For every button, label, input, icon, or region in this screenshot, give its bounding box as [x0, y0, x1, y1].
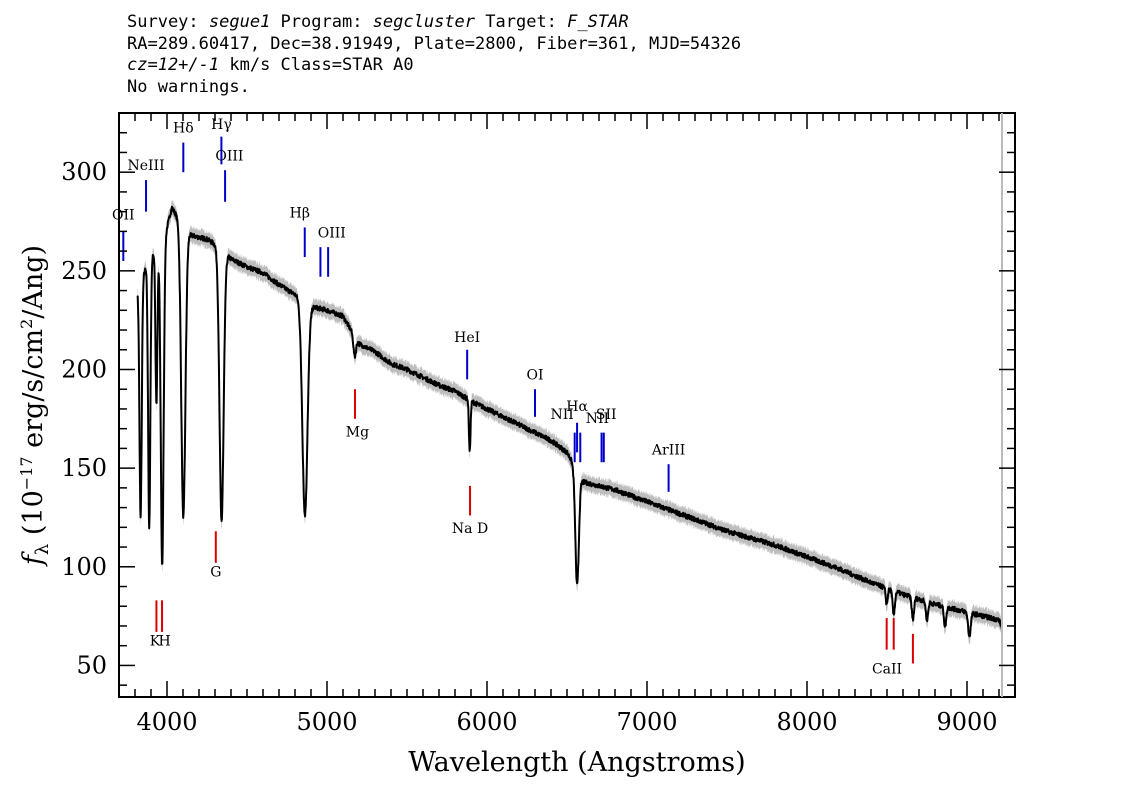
line-label-hei: HeI [454, 330, 480, 346]
line-label-hα: Hα [566, 399, 588, 415]
line-label-h: H [158, 634, 170, 650]
x-tick-label: 7000 [616, 708, 677, 736]
target-label: Target: [475, 12, 568, 32]
x-tick-label: 8000 [776, 708, 837, 736]
class-text: km/s Class=STAR A0 [219, 55, 414, 75]
y-tick-label: 50 [76, 651, 107, 679]
x-tick-label: 6000 [456, 708, 517, 736]
line-label-oiii: OIII [215, 148, 243, 164]
line-label-oiii: OIII [318, 225, 346, 241]
line-label-nad: Na D [452, 521, 488, 537]
program-label: Program: [270, 12, 373, 32]
x-tick-label: 9000 [936, 708, 997, 736]
line-label-neiii: NeIII [127, 158, 164, 174]
line-label-hγ: Hγ [211, 117, 232, 133]
header-line-4: No warnings. [127, 76, 250, 97]
line-label-k: K [150, 634, 161, 650]
header-line-1: Survey: segue1 Program: segcluster Targe… [127, 12, 741, 34]
y-axis-title: fλ (10−17 erg/s/cm2/Ang) [17, 245, 53, 567]
line-label-hβ: Hβ [290, 206, 310, 222]
program-value: segcluster [372, 12, 476, 32]
x-tick-label: 4000 [136, 708, 197, 736]
line-label-nii: NII [586, 411, 609, 427]
axis-labels: 4000 5000 6000 7000 8000 9000 50 100 150 200 250 30… [17, 158, 998, 778]
line-label-caii: CaII [872, 661, 902, 677]
redshift-value: cz=12+/-1 [127, 55, 220, 75]
y-tick-label: 200 [61, 355, 107, 383]
line-label-oii: OII [112, 208, 135, 224]
y-tick-label: 150 [61, 454, 107, 482]
header-line-3: cz=12+/-1 km/s Class=STAR A0 [127, 55, 741, 77]
axes [118, 112, 1016, 698]
target-value: F_STAR [567, 12, 629, 32]
line-label-oi: OI [526, 367, 543, 383]
y-tick-label: 250 [61, 257, 107, 285]
header-line-2: RA=289.60417, Dec=38.91949, Plate=2800, … [127, 33, 742, 54]
line-label-g: G [210, 565, 221, 581]
y-tick-label: 100 [61, 553, 107, 581]
x-axis-title: Wavelength (Angstroms) [408, 747, 745, 778]
line-label-ariii: ArIII [651, 442, 685, 458]
survey-label: Survey: [127, 12, 209, 32]
line-label-nii: NII [551, 407, 574, 423]
x-tick-label: 5000 [296, 708, 357, 736]
flux-layer [136, 205, 1003, 638]
line-label-hδ: Hδ [173, 121, 194, 137]
spectrum-header: Survey: segue1 Program: segcluster Targe… [127, 12, 741, 98]
y-tick-label: 300 [61, 158, 107, 186]
line-label-sii: SII [596, 407, 617, 423]
line-label-mg: Mg [346, 425, 369, 441]
survey-value: segue1 [208, 12, 271, 32]
flux-line [136, 205, 1003, 638]
